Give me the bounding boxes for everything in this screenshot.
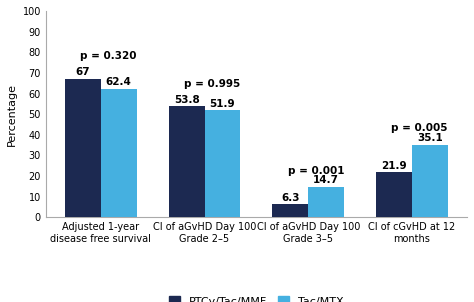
Text: p = 0.995: p = 0.995 xyxy=(184,79,240,89)
Text: 21.9: 21.9 xyxy=(381,161,407,171)
Bar xyxy=(308,187,344,217)
Text: 51.9: 51.9 xyxy=(210,99,235,109)
Bar xyxy=(65,79,101,217)
Text: 6.3: 6.3 xyxy=(281,193,300,203)
Text: 53.8: 53.8 xyxy=(173,95,200,105)
Bar xyxy=(412,145,448,217)
Bar xyxy=(204,110,240,217)
Text: p = 0.001: p = 0.001 xyxy=(288,166,344,176)
Text: 14.7: 14.7 xyxy=(313,175,339,185)
Text: p = 0.005: p = 0.005 xyxy=(392,123,448,133)
Text: p = 0.320: p = 0.320 xyxy=(80,50,137,60)
Bar xyxy=(101,88,137,217)
Bar xyxy=(273,204,308,217)
Text: 35.1: 35.1 xyxy=(417,133,443,143)
Bar xyxy=(376,172,412,217)
Bar xyxy=(169,106,204,217)
Text: 67: 67 xyxy=(75,67,90,77)
Text: 62.4: 62.4 xyxy=(106,77,132,87)
Y-axis label: Percentage: Percentage xyxy=(7,83,17,146)
Legend: PTCy/Tac/MMF, Tac/MTX: PTCy/Tac/MMF, Tac/MTX xyxy=(164,292,348,302)
